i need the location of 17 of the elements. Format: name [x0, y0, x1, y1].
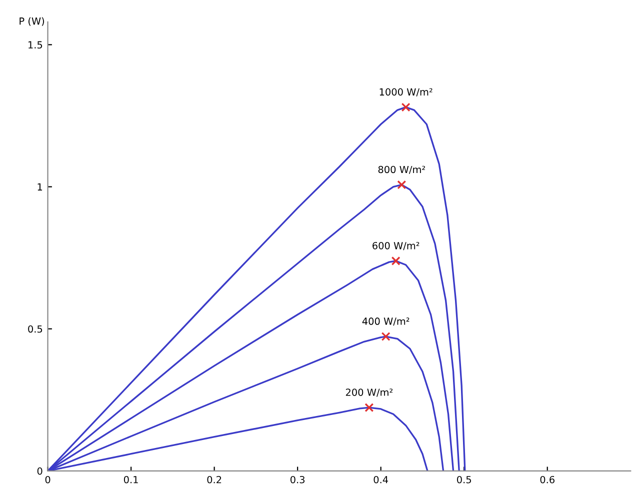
annotation: 800 W/m² — [378, 166, 425, 174]
annotation: 600 W/m² — [372, 242, 420, 250]
x-tick-label: 0.4 — [374, 476, 388, 484]
annotation: 1000 W/m² — [380, 88, 432, 96]
y-tick-label: 1.5 — [28, 41, 42, 49]
x-tick-label: 0.3 — [290, 476, 305, 484]
y-tick-label: 0.5 — [28, 325, 42, 333]
x-tick-label: 0.6 — [540, 476, 554, 484]
x-tick-label: 0.1 — [124, 476, 138, 484]
y-tick-label: 1 — [38, 183, 42, 190]
x-tick-label: 0 — [45, 476, 50, 484]
annotation: 400 W/m² — [362, 318, 410, 326]
y-axis-title: P (W) — [20, 17, 44, 26]
x-tick-label: 0.5 — [457, 476, 471, 484]
annotation: 200 W/m² — [346, 388, 393, 397]
y-tick-label: 0 — [37, 467, 42, 475]
x-tick-label: 0.2 — [207, 476, 222, 484]
